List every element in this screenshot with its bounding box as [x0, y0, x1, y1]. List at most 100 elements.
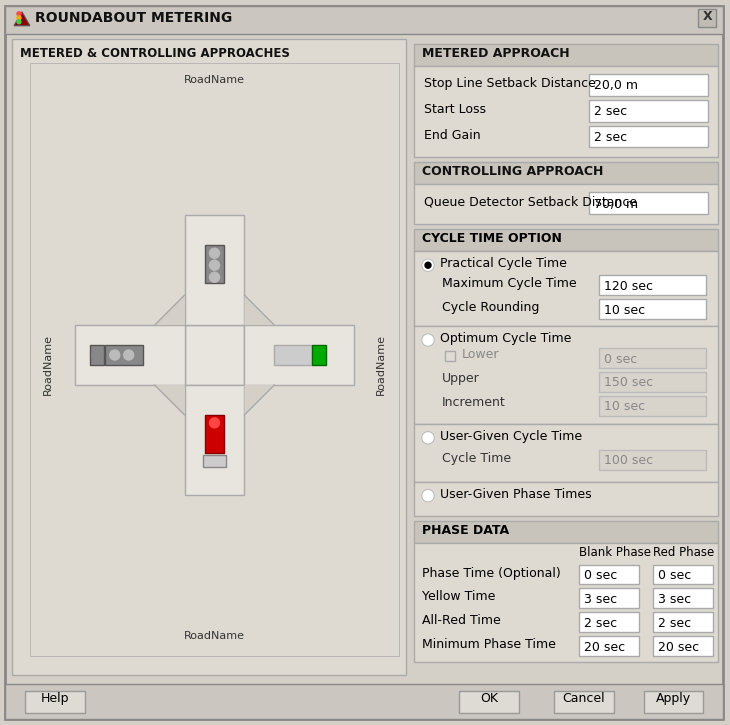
Circle shape — [123, 350, 134, 360]
Text: Upper: Upper — [442, 372, 480, 385]
Bar — [653, 589, 713, 608]
Circle shape — [425, 262, 431, 268]
Text: X: X — [702, 10, 712, 22]
Bar — [414, 38, 718, 675]
Circle shape — [422, 260, 434, 271]
Circle shape — [277, 350, 288, 360]
Text: 0 sec: 0 sec — [658, 569, 692, 582]
Text: Stop Line Setback Distance: Stop Line Setback Distance — [424, 77, 596, 90]
Circle shape — [17, 20, 21, 24]
Bar — [75, 325, 185, 385]
Circle shape — [423, 491, 433, 501]
Bar — [599, 276, 707, 295]
Text: 10 sec: 10 sec — [604, 304, 645, 317]
Text: 10 sec: 10 sec — [604, 400, 645, 413]
Text: Cycle Rounding: Cycle Rounding — [442, 301, 539, 314]
Text: RoadName: RoadName — [184, 631, 245, 642]
Bar — [312, 345, 326, 365]
Circle shape — [210, 418, 220, 428]
Bar — [599, 450, 707, 470]
Bar — [554, 691, 614, 713]
Bar — [185, 325, 245, 385]
Text: Help: Help — [41, 692, 69, 705]
Text: 3 sec: 3 sec — [584, 593, 617, 606]
Text: 0 sec: 0 sec — [584, 569, 617, 582]
Text: 2 sec: 2 sec — [593, 131, 627, 144]
Text: All-Red Time: All-Red Time — [422, 614, 501, 627]
Circle shape — [422, 432, 434, 444]
Text: Cycle Time: Cycle Time — [442, 452, 511, 465]
Text: PHASE DATA: PHASE DATA — [422, 523, 509, 536]
Text: 100 sec: 100 sec — [604, 455, 653, 468]
Circle shape — [423, 433, 433, 443]
Polygon shape — [155, 385, 185, 415]
Circle shape — [110, 350, 120, 360]
Text: 20,0 m: 20,0 m — [593, 79, 637, 92]
Text: 20 sec: 20 sec — [658, 641, 699, 654]
Bar — [599, 372, 707, 392]
Text: Maximum Cycle Time: Maximum Cycle Time — [442, 277, 577, 290]
Text: 2 sec: 2 sec — [593, 105, 627, 118]
Bar — [414, 66, 718, 157]
Bar — [414, 424, 718, 481]
Bar — [653, 565, 713, 584]
Bar — [274, 345, 312, 365]
Polygon shape — [14, 12, 30, 26]
Text: User-Given Cycle Time: User-Given Cycle Time — [440, 430, 582, 443]
Circle shape — [210, 260, 220, 270]
Text: RoadName: RoadName — [376, 334, 386, 396]
Bar — [653, 637, 713, 656]
Bar — [588, 74, 708, 96]
Text: Minimum Phase Time: Minimum Phase Time — [422, 639, 556, 651]
Circle shape — [291, 350, 301, 360]
Bar — [245, 325, 354, 385]
Bar — [414, 542, 718, 663]
Bar — [599, 299, 707, 319]
Text: ROUNDABOUT METERING: ROUNDABOUT METERING — [35, 11, 232, 25]
Text: 2 sec: 2 sec — [584, 617, 617, 630]
Text: 70,0 m: 70,0 m — [593, 198, 638, 211]
Bar — [653, 613, 713, 632]
Bar — [5, 684, 723, 719]
Text: Red Phase: Red Phase — [653, 546, 715, 558]
Bar — [185, 215, 245, 325]
Bar — [12, 38, 406, 675]
Bar — [588, 99, 708, 122]
Bar — [445, 351, 455, 361]
Circle shape — [17, 16, 21, 20]
Bar — [414, 44, 718, 66]
Text: 20 sec: 20 sec — [584, 641, 625, 654]
Text: 120 sec: 120 sec — [604, 280, 653, 293]
Bar — [644, 691, 704, 713]
Bar — [414, 184, 718, 224]
Bar — [579, 613, 639, 632]
Bar — [414, 252, 718, 326]
Circle shape — [210, 430, 220, 440]
Text: RoadName: RoadName — [184, 75, 245, 85]
Bar — [25, 691, 85, 713]
Circle shape — [422, 334, 434, 346]
Circle shape — [423, 260, 433, 270]
Polygon shape — [245, 385, 274, 415]
Bar — [579, 565, 639, 584]
Text: 0 sec: 0 sec — [604, 352, 637, 365]
Bar — [588, 125, 708, 147]
Bar — [414, 162, 718, 184]
Bar — [579, 637, 639, 656]
Polygon shape — [155, 295, 185, 325]
Text: 150 sec: 150 sec — [604, 376, 653, 389]
Text: Start Loss: Start Loss — [424, 103, 486, 115]
Text: Queue Detector Setback Distance: Queue Detector Setback Distance — [424, 195, 637, 208]
Text: Lower: Lower — [462, 348, 499, 361]
Bar — [459, 691, 519, 713]
Bar — [699, 9, 716, 27]
Bar — [414, 229, 718, 252]
Bar — [204, 245, 225, 283]
Bar — [414, 326, 718, 424]
Polygon shape — [245, 295, 274, 325]
Text: Increment: Increment — [442, 396, 506, 409]
Circle shape — [210, 272, 220, 282]
Circle shape — [423, 335, 433, 345]
Text: Cancel: Cancel — [562, 692, 605, 705]
Text: End Gain: End Gain — [424, 128, 480, 141]
